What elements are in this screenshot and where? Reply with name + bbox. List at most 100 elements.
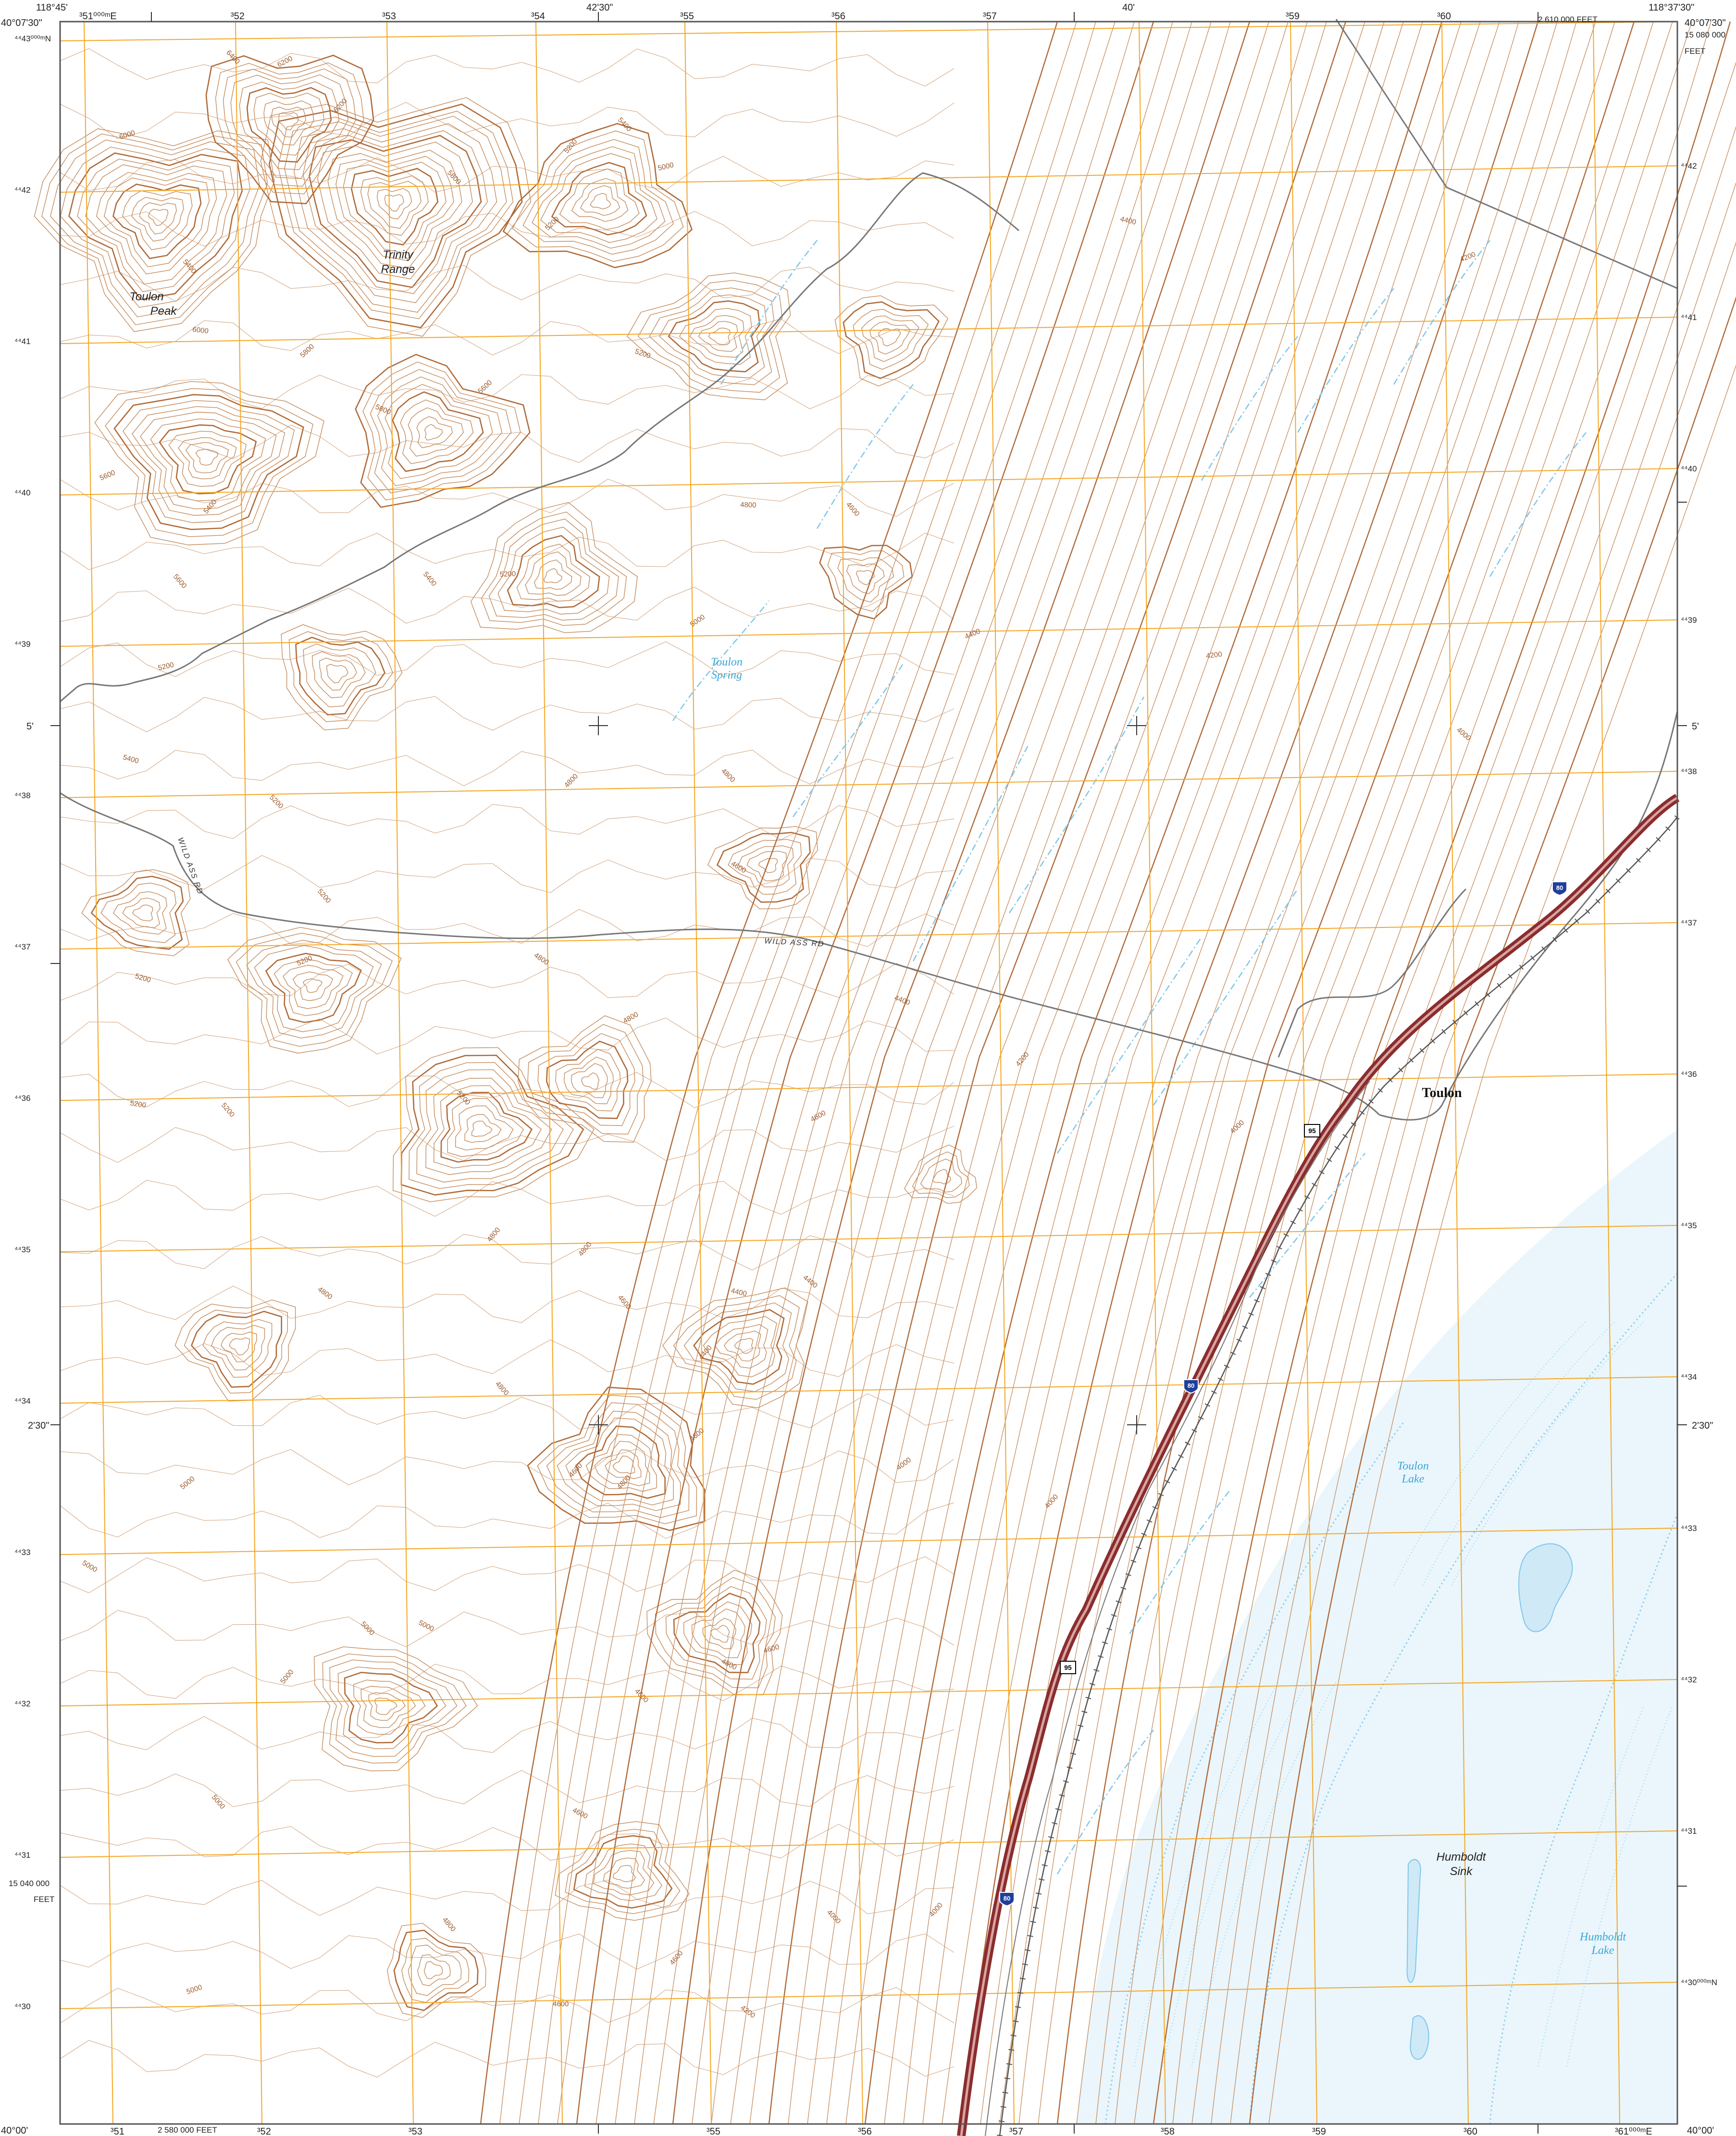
interstate-80 — [957, 794, 1680, 2136]
contour-line — [738, 845, 794, 888]
right-230-lat: 2'30" — [1692, 1420, 1713, 1431]
left-feet-label: FEET — [34, 1895, 54, 1904]
contour-line — [843, 301, 940, 379]
corner-bottom-left-lat: 40°00' — [1, 2125, 28, 2136]
contour-line — [374, 1697, 397, 1715]
contour-line — [904, 1144, 978, 1204]
contour-line — [576, 21, 1154, 2124]
contour-line — [807, 21, 1385, 2124]
contour-line — [140, 411, 277, 509]
contour-line — [148, 209, 169, 226]
contour-line — [1191, 126, 1736, 2124]
us-95-shield: 95 — [1060, 1661, 1076, 1674]
contour-line — [263, 100, 314, 146]
easting-label-bottom: ³56 — [858, 2126, 872, 2136]
contour-line — [512, 130, 684, 262]
contour-line — [673, 1593, 761, 1673]
contour-line — [309, 135, 482, 288]
contour-line — [581, 1072, 599, 1090]
wild-ass-road — [60, 19, 1678, 1121]
contour-line — [861, 315, 919, 362]
easting-labels-top: ³51⁰⁰⁰ᵐE ³52 ³53 ³54 ³55 ³56 ³57 ³59 ³60 — [79, 11, 1451, 22]
place-names: Toulon Peak Trinity Range Toulon Spring … — [129, 248, 1626, 1957]
contour-line — [191, 1310, 282, 1388]
contour-line — [400, 1054, 584, 1196]
contour-line — [1268, 364, 1736, 2124]
contour-line — [60, 1180, 955, 1217]
contour-line — [60, 48, 955, 87]
contour-line — [440, 1092, 533, 1163]
northing-labels-right: ⁴⁴42 ⁴⁴41 ⁴⁴40 ⁴⁴39 ⁴⁴38 ⁴⁴37 ⁴⁴36 ⁴⁴35 ⁴⁴34 ⁴⁴33… — [1681, 161, 1717, 1987]
contour-line — [734, 1337, 754, 1354]
contour-line — [471, 1121, 493, 1137]
easting-label-top: ³54 — [531, 11, 545, 22]
left-5-lat: 5' — [26, 721, 34, 732]
right-northing-value: 15 080 000 — [1685, 30, 1725, 39]
contour-line — [527, 1024, 644, 1135]
northing-label-right: ⁴⁴34 — [1681, 1372, 1697, 1382]
contour-line — [227, 927, 402, 1054]
interstate-80-shield: 80 — [999, 1892, 1015, 1907]
humboldt-sink-label-line2: Sink — [1450, 1865, 1474, 1878]
contour-line — [1153, 21, 1731, 2124]
contour-line — [344, 1671, 438, 1744]
corner-bottom-right-lat: 40°00' — [1687, 2125, 1714, 2136]
svg-text:80: 80 — [1004, 1895, 1010, 1902]
contour-line — [728, 839, 802, 895]
contour-line — [273, 959, 353, 1016]
contour-line — [834, 295, 949, 387]
contour-elevation-label: 4800 — [740, 501, 756, 509]
contour-line — [546, 1402, 690, 1518]
us-95-shield: 95 — [1304, 1124, 1320, 1137]
contour-line — [730, 21, 1308, 2124]
contour-line — [184, 1306, 288, 1394]
contour-line — [649, 287, 775, 385]
contour-line — [711, 21, 1289, 2124]
contour-line — [691, 1608, 745, 1658]
contour-line — [673, 1295, 800, 1400]
contour-line — [702, 1617, 736, 1649]
contour-line — [683, 1302, 792, 1392]
contour-line — [377, 376, 503, 486]
contour-line — [68, 152, 243, 300]
contour-line — [386, 1923, 486, 2018]
corner-top-right-lon: 118°37'30" — [1649, 2, 1694, 13]
easting-label-bottom: ³55 — [707, 2126, 720, 2136]
contour-line — [470, 502, 638, 633]
contour-line — [302, 130, 488, 294]
contour-line — [34, 128, 275, 332]
svg-text:95: 95 — [1064, 1664, 1072, 1671]
contour-elevation-label: 4600 — [553, 2000, 569, 2008]
contour-line — [337, 1667, 446, 1749]
contour-line — [60, 696, 955, 732]
contour-line — [533, 559, 572, 590]
northing-label-right: ⁴⁴33 — [1681, 1524, 1697, 1533]
contour-line — [376, 188, 412, 220]
contour-line — [575, 1425, 666, 1499]
northing-label-right: ⁴⁴31 — [1681, 1827, 1697, 1836]
contour-line — [178, 437, 237, 480]
contour-line — [447, 1098, 524, 1157]
trinity-range-label-line2: Range — [381, 263, 415, 276]
route-shields: 80 80 80 95 95 — [999, 881, 1567, 1907]
easting-label-top: ³59 — [1286, 11, 1300, 22]
contour-line — [360, 1686, 416, 1728]
contour-line — [295, 636, 385, 716]
toulon-spring-label-line2: Spring — [711, 669, 742, 681]
easting-label-bottom: ³57 — [1009, 2126, 1023, 2136]
contour-line — [1056, 21, 1635, 2124]
contour-line — [195, 449, 219, 466]
northing-label-left: ⁴⁴34 — [14, 1396, 31, 1406]
contour-line — [60, 1716, 955, 1753]
contour-line — [60, 586, 955, 624]
contour-line — [864, 21, 1443, 2124]
contour-lines — [34, 21, 1736, 2124]
interstate-80-shield: 80 — [1183, 1379, 1199, 1394]
contour-line — [367, 181, 422, 229]
contour-line — [758, 858, 778, 873]
contour-line — [215, 62, 364, 195]
contour-line — [60, 909, 955, 947]
humboldt-lake-label-line2: Lake — [1591, 1944, 1614, 1957]
contour-line — [433, 1085, 542, 1169]
contour-line — [499, 21, 1077, 2124]
